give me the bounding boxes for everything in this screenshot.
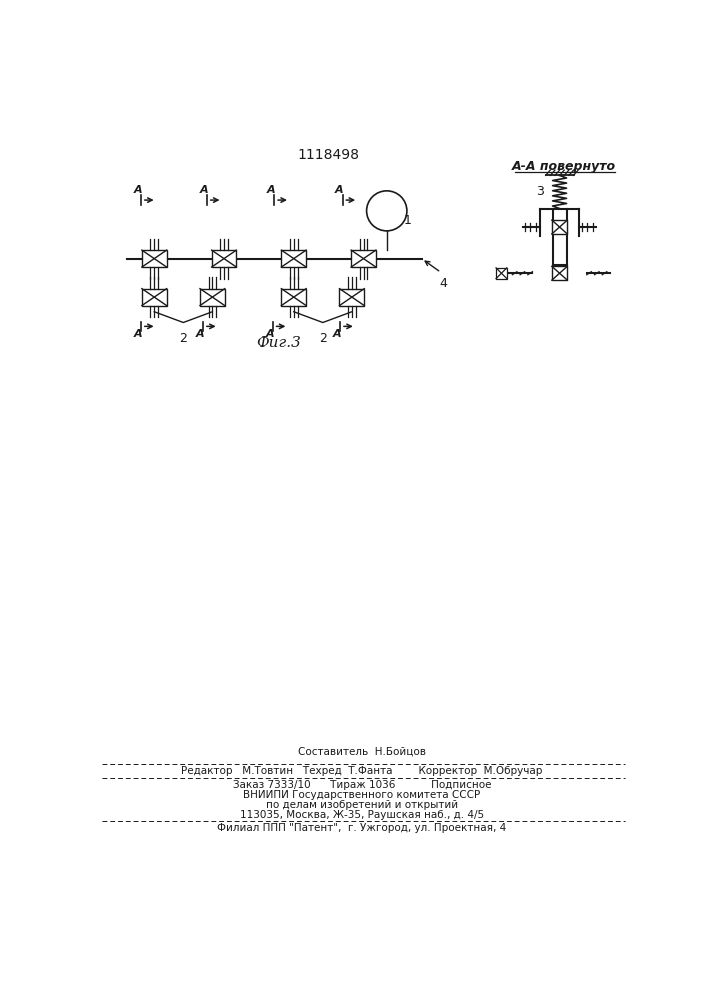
Text: 2: 2 xyxy=(180,332,187,345)
Text: ВНИИПИ Государственного комитета СССР: ВНИИПИ Государственного комитета СССР xyxy=(243,790,481,800)
Text: А: А xyxy=(199,185,208,195)
Text: 4: 4 xyxy=(439,277,448,290)
Text: Заказ 7333/10      Тираж 1036           Подписное: Заказ 7333/10 Тираж 1036 Подписное xyxy=(233,780,491,790)
Bar xyxy=(339,289,364,306)
Text: 3: 3 xyxy=(537,185,544,198)
Bar xyxy=(200,289,225,306)
Bar xyxy=(281,289,306,306)
Text: А-А повернуто: А-А повернуто xyxy=(511,160,616,173)
Text: А: А xyxy=(335,185,344,195)
Bar xyxy=(552,266,567,280)
Bar xyxy=(142,289,167,306)
Text: А: А xyxy=(196,329,204,339)
Text: 1118498: 1118498 xyxy=(298,148,360,162)
Bar xyxy=(142,250,167,267)
Bar xyxy=(496,268,507,279)
Text: по делам изобретений и открытий: по делам изобретений и открытий xyxy=(266,800,458,810)
Text: А: А xyxy=(134,329,142,339)
Text: Составитель  Н.Бойцов: Составитель Н.Бойцов xyxy=(298,747,426,757)
Circle shape xyxy=(367,191,407,231)
Text: А: А xyxy=(265,329,274,339)
Text: 1: 1 xyxy=(404,214,411,227)
Text: А: А xyxy=(267,185,276,195)
Text: А: А xyxy=(333,329,341,339)
Text: А: А xyxy=(134,185,142,195)
Bar xyxy=(281,250,306,267)
Text: Редактор   М.Товтин   Техред  Т.Фанта        Корректор  М.Обручар: Редактор М.Товтин Техред Т.Фанта Коррект… xyxy=(181,766,543,776)
Text: Филиал ППП "Патент",  г. Ужгород, ул. Проектная, 4: Филиал ППП "Патент", г. Ужгород, ул. Про… xyxy=(217,823,507,833)
Text: 2: 2 xyxy=(319,332,327,345)
Bar xyxy=(211,250,236,267)
Bar xyxy=(351,250,376,267)
Bar xyxy=(552,220,567,234)
Text: Фиг.3: Фиг.3 xyxy=(256,336,300,350)
Text: 113035, Москва, Ж-35, Раушская наб., д. 4/5: 113035, Москва, Ж-35, Раушская наб., д. … xyxy=(240,810,484,820)
